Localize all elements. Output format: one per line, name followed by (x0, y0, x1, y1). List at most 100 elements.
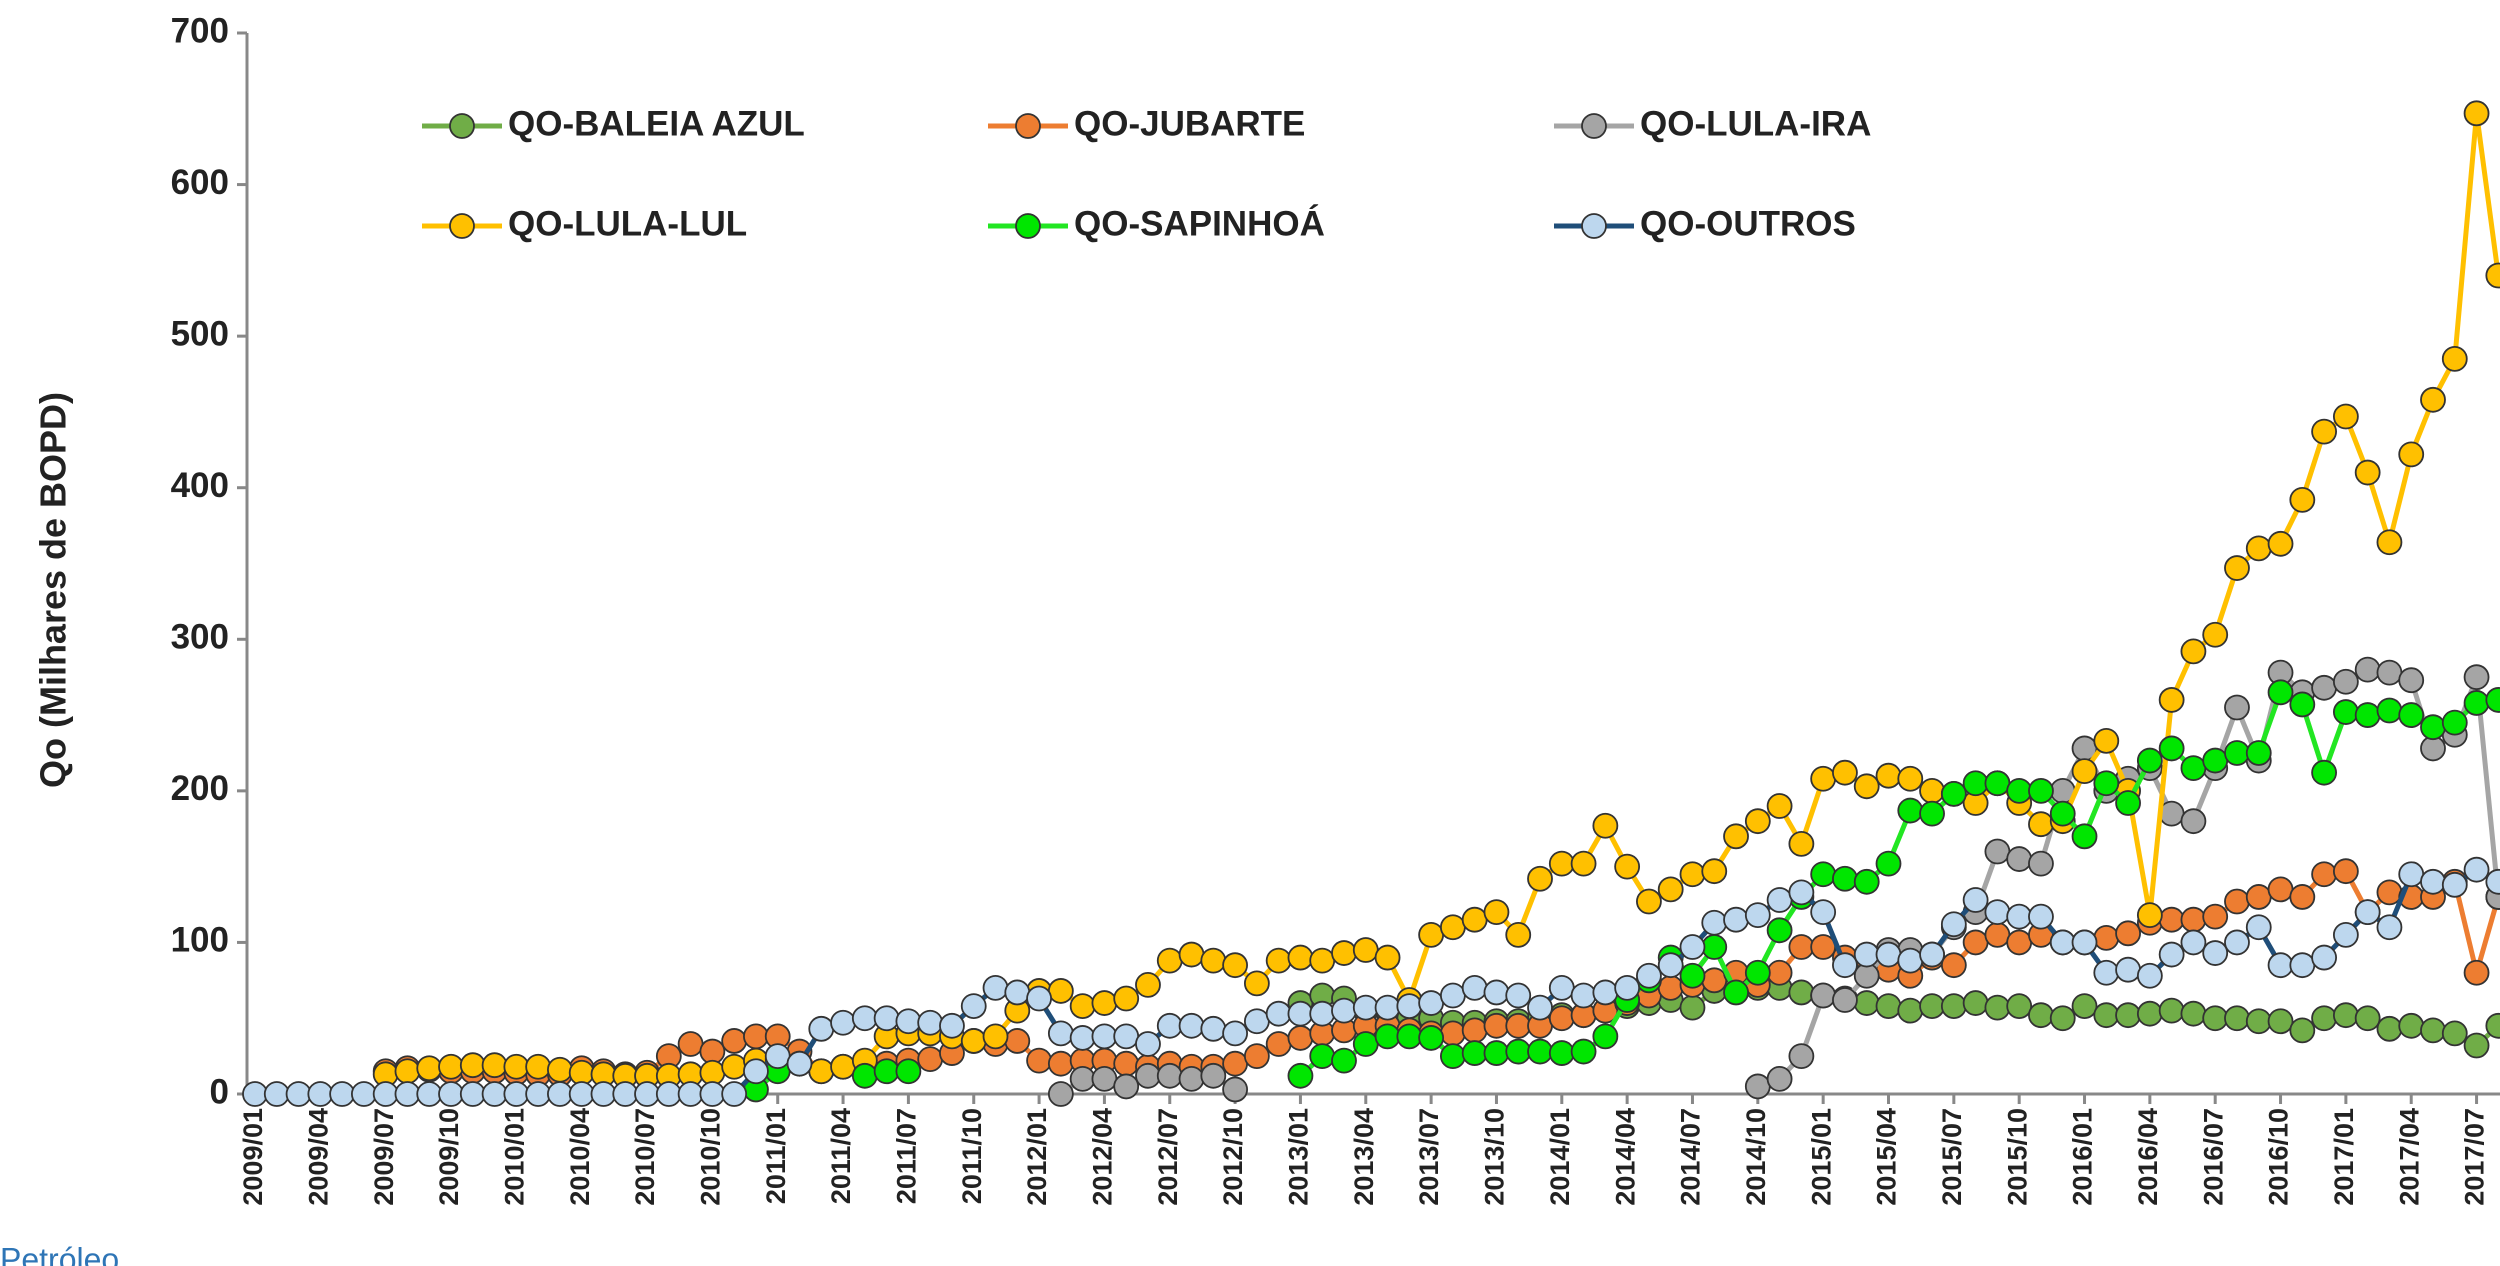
data-point (612, 1081, 639, 1107)
data-point (2332, 668, 2359, 695)
data-point (1701, 909, 1728, 936)
data-point (1723, 906, 1749, 933)
data-point (2224, 740, 2250, 766)
data-point (1962, 770, 1989, 797)
data-point (634, 1081, 660, 1107)
data-point (917, 1009, 944, 1036)
x-tick-label: 2013/01 (1284, 1108, 1314, 1206)
data-point (1418, 1025, 1445, 1051)
x-tick-label: 2016/04 (2133, 1108, 2163, 1206)
data-point (1744, 808, 1771, 835)
data-point (307, 1081, 334, 1107)
data-point (1744, 959, 1771, 986)
data-point (2049, 1005, 2076, 1032)
data-point (1875, 993, 1902, 1019)
data-point (2180, 1000, 2207, 1027)
data-point (1091, 1023, 1118, 1050)
data-point (547, 1081, 573, 1107)
data-point (2028, 850, 2054, 877)
data-point (1679, 994, 1706, 1021)
data-point (1374, 944, 1401, 971)
data-point (2006, 929, 2033, 956)
data-point (329, 1081, 356, 1107)
data-point (2311, 759, 2338, 786)
data-point (1832, 952, 1858, 979)
data-point (2485, 868, 2500, 895)
data-point (1418, 921, 1445, 948)
data-point (350, 1081, 377, 1107)
data-point (2158, 687, 2185, 713)
data-point (873, 1005, 900, 1032)
data-point (2158, 941, 2185, 968)
data-point (1548, 1005, 1575, 1032)
data-point (2093, 959, 2120, 986)
data-point (1723, 979, 1749, 1006)
data-point (786, 1050, 813, 1077)
data-point (2398, 1012, 2425, 1039)
x-tick-label: 2011/04 (826, 1108, 856, 1204)
data-point (1287, 1025, 1314, 1051)
data-point (263, 1081, 290, 1107)
data-point (481, 1081, 508, 1107)
data-point (1527, 865, 1553, 892)
data-point (547, 1056, 573, 1083)
x-tick-label: 2014/01 (1545, 1108, 1575, 1206)
data-point (416, 1055, 443, 1082)
data-point (2224, 555, 2250, 581)
data-point (2289, 1017, 2316, 1044)
data-point (459, 1052, 486, 1079)
data-point (1788, 979, 1815, 1006)
y-tick-label: 300 (171, 618, 229, 657)
data-point (2180, 906, 2207, 933)
data-point (2463, 959, 2490, 986)
data-point (1113, 1023, 1140, 1050)
data-point (721, 1081, 748, 1107)
legend-label: QO-SAPINHOÁ (1074, 203, 1325, 243)
data-point (2224, 888, 2250, 915)
data-point (2049, 800, 2076, 827)
data-point (525, 1081, 552, 1107)
data-point (1374, 1023, 1401, 1050)
data-point (1222, 952, 1248, 979)
data-point (1701, 934, 1728, 960)
data-point (1919, 941, 1945, 968)
x-tick-label: 2017/01 (2329, 1108, 2359, 1206)
data-point (2311, 861, 2338, 888)
data-point (2202, 1005, 2229, 1032)
data-point (1004, 979, 1031, 1006)
data-point (2376, 659, 2403, 686)
data-point (1200, 947, 1227, 974)
data-point (2332, 403, 2359, 430)
data-point (2398, 441, 2425, 468)
data-point (1701, 967, 1728, 994)
data-point (1875, 850, 1902, 877)
legend-marker (1581, 113, 1607, 139)
data-point (438, 1053, 464, 1080)
y-tick-label: 700 (171, 11, 229, 50)
data-point (2224, 1005, 2250, 1032)
data-point (2006, 903, 2033, 930)
data-point (1766, 1065, 1793, 1092)
data-point (1374, 994, 1401, 1021)
y-tick-label: 400 (171, 466, 229, 505)
data-point (1570, 1038, 1597, 1065)
data-point (830, 1009, 856, 1036)
data-point (2267, 1008, 2294, 1035)
data-point (1309, 1000, 1336, 1027)
data-point (2006, 993, 2033, 1019)
x-tick-label: 2009/01 (238, 1108, 268, 1206)
data-point (917, 1046, 944, 1073)
data-point (764, 1043, 791, 1070)
data-point (721, 1028, 748, 1054)
data-point (1940, 993, 1967, 1019)
data-point (1875, 762, 1902, 789)
data-point (895, 1058, 922, 1085)
data-point (1440, 1043, 1466, 1070)
data-point (1243, 970, 1270, 997)
data-point (1744, 902, 1771, 929)
data-point (1352, 937, 1379, 963)
x-tick-label: 2011/10 (957, 1108, 987, 1204)
data-point (2289, 952, 2316, 979)
data-point (525, 1053, 552, 1080)
data-point (2158, 906, 2185, 933)
